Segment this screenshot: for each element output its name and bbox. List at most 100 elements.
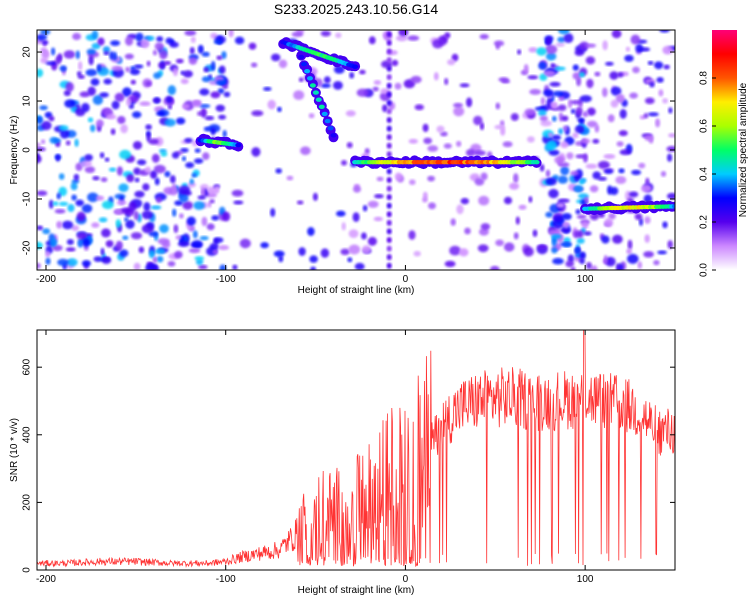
noise-blob bbox=[386, 237, 392, 243]
noise-blob bbox=[115, 219, 122, 228]
noise-blob bbox=[64, 99, 76, 108]
noise-blob bbox=[323, 76, 331, 84]
noise-blob bbox=[546, 140, 557, 151]
noise-blob bbox=[478, 228, 489, 236]
noise-blob bbox=[601, 235, 610, 244]
noise-blob bbox=[160, 151, 168, 157]
noise-blob bbox=[556, 202, 565, 208]
noise-blob bbox=[56, 221, 63, 229]
noise-blob bbox=[662, 98, 668, 104]
noise-blob bbox=[171, 151, 180, 159]
noise-blob bbox=[654, 61, 664, 70]
noise-blob bbox=[174, 250, 183, 259]
noise-blob bbox=[312, 192, 318, 201]
spectrogram-y-ticks: -20 -10 0 10 20 bbox=[22, 46, 675, 255]
noise-blob bbox=[58, 186, 67, 197]
noise-blob bbox=[551, 134, 562, 141]
noise-blob bbox=[386, 168, 392, 175]
noise-blob bbox=[663, 64, 670, 70]
tone-segment-3 bbox=[672, 204, 675, 209]
noise-blob bbox=[562, 125, 568, 132]
noise-blob bbox=[386, 125, 392, 132]
noise-blob bbox=[639, 218, 643, 226]
noise-blob bbox=[190, 36, 196, 43]
noise-blob bbox=[278, 255, 284, 263]
noise-blob bbox=[100, 177, 108, 183]
noise-blob bbox=[87, 192, 99, 203]
noise-blob bbox=[473, 115, 483, 126]
noise-blob bbox=[222, 84, 228, 90]
descending-trace bbox=[330, 133, 337, 138]
noise-blob bbox=[55, 154, 61, 162]
noise-blob bbox=[173, 224, 179, 234]
noise-blob bbox=[579, 251, 586, 260]
noise-blob bbox=[586, 120, 598, 128]
chart-title: S233.2025.243.10.56.G14 bbox=[274, 1, 438, 17]
noise-blob bbox=[51, 47, 56, 56]
noise-blob bbox=[386, 74, 392, 81]
noise-blob bbox=[527, 75, 539, 80]
noise-blob bbox=[643, 113, 649, 119]
noise-blob bbox=[62, 220, 74, 230]
noise-blob bbox=[210, 91, 221, 99]
noise-blob bbox=[199, 104, 211, 108]
noise-blob bbox=[386, 31, 392, 38]
noise-blob bbox=[129, 68, 141, 76]
noise-blob bbox=[562, 242, 572, 247]
noise-blob bbox=[340, 248, 350, 255]
noise-blob bbox=[524, 108, 536, 116]
noise-blob bbox=[592, 138, 600, 144]
noise-blob bbox=[545, 211, 553, 218]
noise-blob bbox=[124, 53, 134, 60]
noise-blob bbox=[125, 219, 135, 229]
noise-blob bbox=[582, 153, 588, 163]
noise-blob bbox=[552, 214, 564, 223]
noise-blob bbox=[201, 216, 208, 227]
noise-blob bbox=[647, 112, 659, 117]
noise-blob bbox=[610, 99, 619, 108]
noise-blob bbox=[348, 229, 359, 239]
noise-blob bbox=[579, 72, 585, 78]
noise-blob bbox=[234, 36, 245, 45]
noise-blob bbox=[124, 217, 129, 222]
noise-blob bbox=[110, 128, 116, 135]
noise-blob bbox=[45, 250, 51, 258]
noise-blob bbox=[608, 212, 616, 220]
noise-blob bbox=[583, 231, 592, 236]
noise-blob bbox=[37, 34, 48, 41]
noise-blob bbox=[495, 102, 501, 110]
snr-y-ticks: 0 200 400 600 bbox=[22, 358, 675, 573]
noise-blob bbox=[155, 248, 166, 255]
noise-blob bbox=[139, 101, 151, 106]
noise-blob bbox=[210, 60, 216, 71]
noise-blob bbox=[40, 57, 49, 64]
noise-blob bbox=[495, 43, 500, 50]
noise-blob bbox=[221, 51, 227, 60]
noise-blob bbox=[449, 245, 461, 256]
noise-blob bbox=[333, 65, 345, 74]
snr-background bbox=[37, 330, 675, 570]
x-tick-label: -200 bbox=[36, 574, 56, 585]
noise-blob bbox=[572, 132, 579, 139]
noise-blob bbox=[354, 262, 365, 270]
noise-blob bbox=[172, 208, 177, 217]
noise-blob bbox=[584, 196, 589, 204]
noise-blob bbox=[589, 185, 599, 193]
noise-blob bbox=[87, 117, 94, 123]
noise-blob bbox=[450, 218, 456, 226]
noise-blob bbox=[386, 211, 392, 218]
noise-blob bbox=[558, 30, 570, 35]
noise-blob bbox=[649, 81, 655, 88]
noise-blob bbox=[101, 228, 111, 238]
noise-blob bbox=[138, 246, 145, 254]
colorbar-label: Normalized spectral amplitude bbox=[738, 82, 749, 217]
noise-blob bbox=[41, 139, 46, 144]
noise-blob bbox=[579, 41, 589, 50]
noise-blob bbox=[175, 117, 186, 125]
noise-blob bbox=[576, 214, 587, 219]
noise-blob bbox=[92, 176, 100, 181]
noise-blob bbox=[572, 64, 579, 71]
descending-trace bbox=[327, 126, 334, 131]
noise-blob bbox=[432, 39, 444, 49]
noise-blob bbox=[93, 256, 103, 262]
